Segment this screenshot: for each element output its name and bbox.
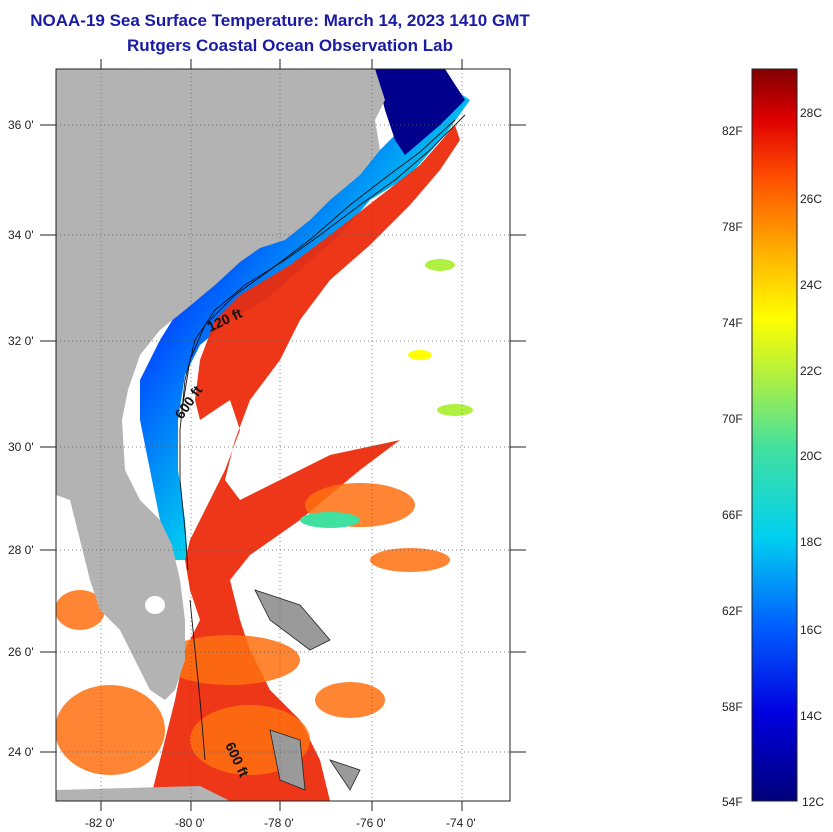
- cb-f-70: 70F: [722, 412, 743, 426]
- map-frame: [55, 68, 511, 802]
- lat-label-32: 32 0': [8, 334, 34, 348]
- lon-label-74: -74 0': [446, 816, 476, 830]
- cold-shelf-water: [375, 69, 465, 155]
- map-title: NOAA-19 Sea Surface Temperature: March 1…: [30, 11, 530, 30]
- cb-f-78: 78F: [722, 220, 743, 234]
- lat-label-30: 30 0': [8, 440, 34, 454]
- tick-marks: [40, 59, 526, 811]
- lon-label-76: -76 0': [356, 816, 386, 830]
- cool-patches: [300, 259, 473, 528]
- lon-label-82: -82 0': [85, 816, 115, 830]
- lat-label-24: 24 0': [8, 745, 34, 759]
- gulf-stream: [150, 125, 460, 801]
- cb-c-26: 26C: [800, 192, 822, 206]
- cb-c-12: 12C: [802, 795, 824, 809]
- cb-f-62: 62F: [722, 604, 743, 618]
- lon-label-78: -78 0': [264, 816, 294, 830]
- land-cuba: [56, 786, 230, 801]
- cb-c-16: 16C: [800, 623, 822, 637]
- lat-label-36: 36 0': [8, 118, 34, 132]
- lat-label-34: 34 0': [8, 228, 34, 242]
- cb-c-18: 18C: [800, 535, 822, 549]
- cb-c-14: 14C: [800, 709, 822, 723]
- depth-contours: [179, 114, 466, 761]
- cb-c-24: 24C: [800, 278, 822, 292]
- cb-f-58: 58F: [722, 700, 743, 714]
- lat-label-26: 26 0': [8, 645, 34, 659]
- cb-c-20: 20C: [800, 449, 822, 463]
- cb-f-66: 66F: [722, 508, 743, 522]
- cb-f-54: 54F: [722, 795, 743, 809]
- land-mainland: [56, 69, 385, 700]
- lat-label-28: 28 0': [8, 543, 34, 557]
- cb-c-28: 28C: [800, 106, 822, 120]
- lake-okeechobee: [145, 596, 165, 614]
- coastal-sst-band: [140, 80, 470, 560]
- cb-f-74: 74F: [722, 316, 743, 330]
- land-bahamas: [254, 589, 361, 791]
- map-subtitle: Rutgers Coastal Ocean Observation Lab: [127, 36, 453, 55]
- lon-label-80: -80 0': [175, 816, 205, 830]
- cb-f-82: 82F: [722, 124, 743, 138]
- colorbar: [751, 68, 798, 802]
- cb-c-22: 22C: [800, 364, 822, 378]
